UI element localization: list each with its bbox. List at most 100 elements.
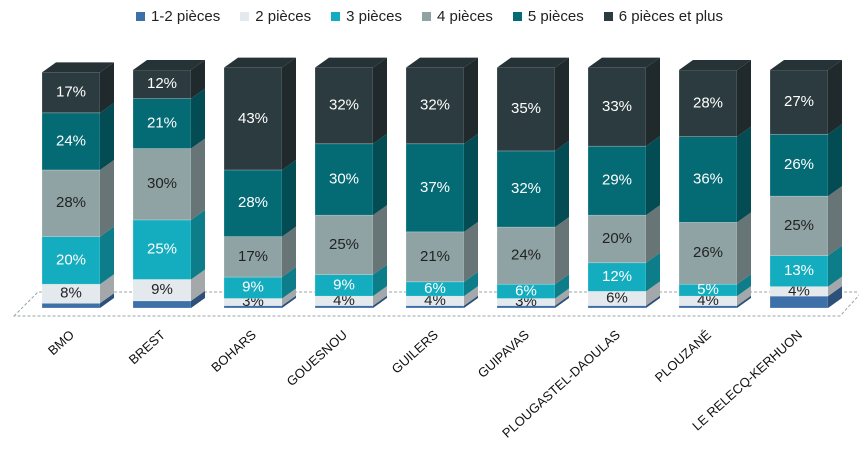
legend-swatch <box>240 12 250 21</box>
bar-segment <box>587 67 647 147</box>
bar-segment-side <box>555 57 569 151</box>
data-label: 33% <box>602 98 632 115</box>
data-label: 6% <box>424 280 446 297</box>
data-label: 26% <box>784 156 814 173</box>
bar-stack: 3%9%17%28%43% <box>223 57 296 310</box>
bar-segment <box>405 67 465 145</box>
bar-stack: 3%6%24%32%35% <box>496 57 569 310</box>
category-label: GUIPAVAS <box>475 327 533 381</box>
bar-segment <box>405 143 465 233</box>
bar-segment-side <box>828 286 842 308</box>
bar-segment-side <box>282 288 296 306</box>
data-label: 21% <box>147 115 177 132</box>
bar-segment-side <box>737 126 751 223</box>
bar-segment-side <box>646 205 660 263</box>
bar-top <box>406 57 478 68</box>
bar-segment <box>132 300 192 309</box>
data-label: 21% <box>420 248 450 265</box>
data-label: 5% <box>697 281 719 298</box>
chart-legend: 1-2 pièces 2 pièces 3 pièces 4 pièces 5 pièc… <box>0 8 859 25</box>
bar-segment-side <box>100 274 114 304</box>
legend-label: 6 pièces et plus <box>618 8 723 25</box>
bar-segment <box>769 133 829 197</box>
data-label: 17% <box>238 248 268 265</box>
bar-top <box>497 57 569 68</box>
category-label: GUILERS <box>389 327 442 377</box>
bar-segment-side <box>555 217 569 285</box>
data-label: 36% <box>693 170 723 187</box>
bar-segment-side <box>464 221 478 282</box>
data-label: 35% <box>511 100 541 117</box>
bar-top <box>224 57 296 68</box>
bar-segment-side <box>828 60 842 135</box>
bar-segment <box>132 98 192 149</box>
data-label: 12% <box>602 268 632 285</box>
legend-item: 4 pièces <box>421 8 493 25</box>
bar-segment-side <box>646 252 660 292</box>
data-label: 24% <box>511 247 541 264</box>
legend-label: 3 pièces <box>346 8 402 25</box>
bar-stack: 8% 20% 28% 24% 17% <box>41 62 114 309</box>
data-label: 9% <box>242 279 264 296</box>
data-label: 25% <box>329 236 359 253</box>
bar-segment-side <box>373 295 387 308</box>
data-label: 20% <box>602 230 632 247</box>
data-label: 9% <box>151 281 173 298</box>
data-label: 30% <box>329 170 359 187</box>
legend-swatch <box>603 12 613 21</box>
data-label: 9% <box>333 276 355 293</box>
bar-segment <box>496 226 556 285</box>
bar-top <box>133 60 205 70</box>
data-label: 43% <box>238 110 268 127</box>
data-label: 6% <box>606 289 628 306</box>
bar-segment-side <box>100 159 114 237</box>
bar-segment <box>587 214 647 264</box>
bar-segment <box>769 195 829 256</box>
bar-segment-side <box>373 133 387 216</box>
bar-segment-side <box>282 226 296 278</box>
data-label: 28% <box>238 194 268 211</box>
bar-segment-side <box>464 57 478 144</box>
bar-segment-side <box>191 290 205 308</box>
category-label: BREST <box>126 327 168 367</box>
bar-segment-side <box>737 60 751 137</box>
legend-swatch <box>421 12 431 21</box>
data-label: 32% <box>511 180 541 197</box>
bar-segment-side <box>646 281 660 306</box>
bar-stack: 4%13%25%26%27% <box>769 60 842 309</box>
bar-segment-side <box>737 212 751 285</box>
bar-stack: 4%6%21%37%32% <box>405 57 478 309</box>
bar-segment <box>132 148 192 221</box>
data-label: 27% <box>784 93 814 110</box>
bar-top <box>588 57 660 68</box>
bar-segment <box>132 219 192 280</box>
bar-segment <box>314 67 374 145</box>
bar-segment-side <box>646 57 660 147</box>
bar-top <box>42 62 114 73</box>
bar-segment-side <box>191 269 205 301</box>
bar-segment-side <box>464 286 478 306</box>
bar-segment-side <box>373 286 387 306</box>
bar-segment-side <box>737 274 751 297</box>
bar-stack: 4%5%26%36%28% <box>678 60 751 309</box>
bar-segment <box>41 302 101 309</box>
bar-segment <box>41 112 101 171</box>
bar-segment-side <box>282 295 296 308</box>
data-label: 6% <box>515 282 537 299</box>
data-label: 25% <box>147 241 177 258</box>
data-label: 24% <box>56 132 86 149</box>
category-label: PLOUZANÉ <box>652 327 714 385</box>
legend-item: 3 pièces <box>331 8 402 25</box>
data-label: 25% <box>784 217 814 234</box>
bar-segment-side <box>828 245 842 287</box>
legend-item: 6 pièces et plus <box>603 8 723 25</box>
bar-segment-side <box>555 274 569 299</box>
bar-segment <box>405 231 465 283</box>
bar-segment-side <box>646 136 660 216</box>
bar-segment-side <box>464 133 478 232</box>
bar-segment-side <box>191 60 205 99</box>
bar-segment <box>496 150 556 228</box>
bar-segment <box>41 169 101 237</box>
